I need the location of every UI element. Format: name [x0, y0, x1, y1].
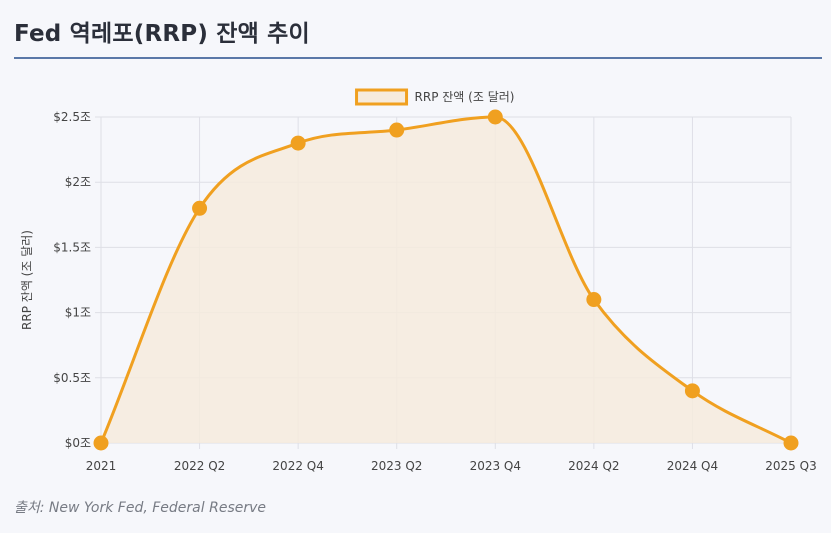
data-point: [290, 135, 306, 151]
series-area: [101, 117, 791, 443]
legend-label: RRP 잔액 (조 달러): [415, 90, 515, 104]
x-tick-label: 2023 Q2: [371, 459, 422, 473]
y-tick-label: $0.5조: [53, 371, 91, 385]
y-tick-label: $1.5조: [53, 240, 91, 254]
data-point: [586, 292, 602, 308]
data-point: [93, 435, 109, 451]
y-tick-label: $2.5조: [53, 110, 91, 124]
source-note: 출처: New York Fed, Federal Reserve: [14, 500, 267, 516]
x-tick-label: 2022 Q2: [174, 459, 225, 473]
x-tick-label: 2022 Q4: [272, 459, 323, 473]
x-tick-label: 2024 Q4: [667, 459, 718, 473]
rrp-balance-chart: $0조 $0.5조 $1조 $1.5조 $2조 $2.5조 2021 2022 Q2 2022 …: [20, 88, 817, 473]
legend-swatch: [355, 88, 409, 106]
x-tick-label: 2021: [86, 459, 117, 473]
data-point: [192, 200, 208, 216]
x-tick-label: 2025 Q3: [765, 459, 816, 473]
page-title: Fed 역레포(RRP) 잔액 추이: [14, 21, 310, 47]
y-tick-label: $2조: [65, 175, 91, 189]
x-tick-label: 2023 Q4: [470, 459, 521, 473]
title-divider: [14, 57, 822, 59]
data-point: [783, 435, 799, 451]
y-tick-label: $1조: [65, 306, 91, 320]
y-axis-title: RRP 잔액 (조 달러): [20, 230, 34, 330]
data-point: [487, 109, 503, 125]
data-point: [684, 383, 700, 399]
y-tick-label: $0조: [65, 436, 91, 450]
data-point: [389, 122, 405, 138]
x-tick-label: 2024 Q2: [568, 459, 619, 473]
